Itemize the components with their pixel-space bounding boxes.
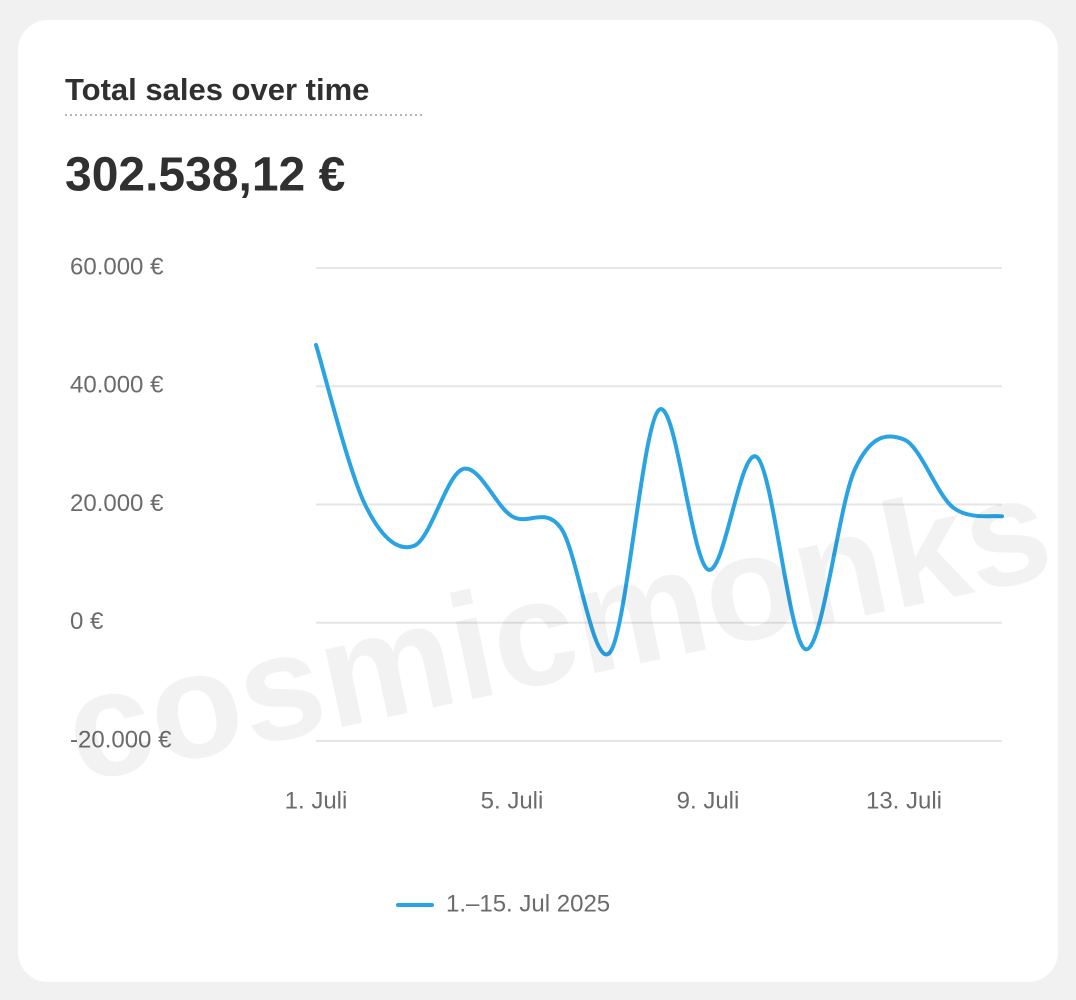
legend-label: 1.–15. Jul 2025	[446, 890, 610, 917]
y-tick-label: 20.000 €	[70, 490, 164, 517]
x-tick-label: 9. Juli	[677, 787, 740, 814]
plot: -20.000 € 0 € 20.000 € 40.000 € 60.000 € 1. J…	[70, 253, 1004, 917]
x-tick-label: 13. Juli	[866, 787, 942, 814]
y-tick-label: 0 €	[70, 608, 104, 635]
chart-title: Total sales over time	[65, 72, 369, 107]
y-tick-label: 60.000 €	[70, 253, 164, 280]
y-tick-label: -20.000 €	[70, 726, 172, 753]
line	[314, 342, 1004, 657]
total-value: 302.538,12 €	[65, 149, 345, 202]
x-tick-label: 1. Juli	[285, 787, 348, 814]
x-tick-label: 5. Juli	[481, 787, 544, 814]
y-tick-label: 40.000 €	[70, 372, 164, 399]
